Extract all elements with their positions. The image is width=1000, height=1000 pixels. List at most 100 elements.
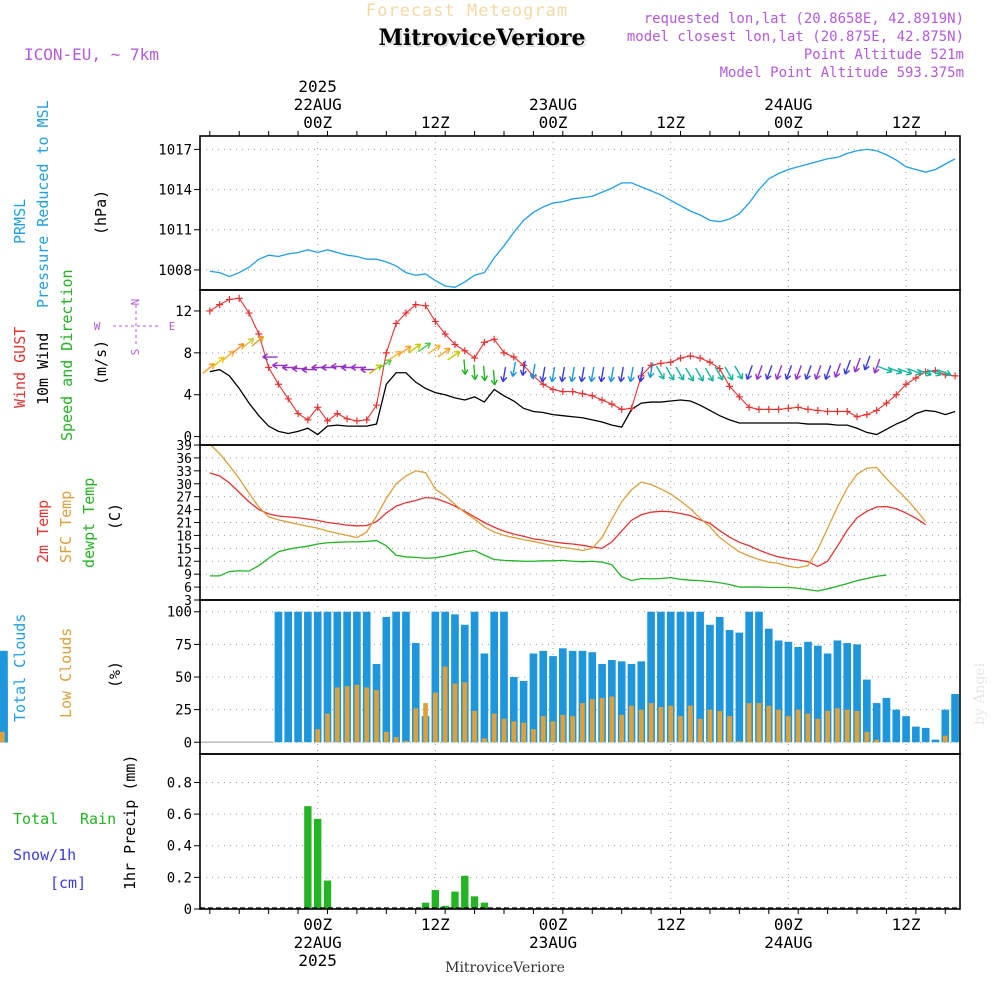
- total-cloud-bar: [627, 663, 636, 743]
- wind-gust-marker: [441, 330, 449, 338]
- total-cloud-bar: [313, 611, 322, 743]
- low-cloud-bar: [756, 703, 762, 743]
- wind-arrow-shape: [222, 350, 235, 362]
- wind-arrow-shape: [231, 343, 245, 354]
- total-cloud-bar: [568, 650, 577, 743]
- total-cloud-bar: [872, 703, 881, 743]
- y-tick-label: 0.8: [167, 775, 192, 791]
- low-cloud-bar: [589, 699, 595, 743]
- low-cloud-bar: [462, 682, 468, 743]
- total-cloud-bar: [529, 653, 538, 743]
- low-cloud-bar: [0, 731, 5, 743]
- total-cloud-bar: [0, 658, 8, 743]
- wind-gust-marker: [294, 410, 302, 418]
- low-cloud-bar: [737, 740, 742, 743]
- wind-direction-arrow: [598, 366, 606, 383]
- low-cloud-bar: [815, 718, 821, 743]
- wind-arrow-shape: [755, 365, 763, 380]
- total-cloud-bar: [902, 716, 910, 743]
- top-time-label: 12Z: [892, 113, 921, 132]
- y-tick-label: 0.4: [167, 839, 192, 855]
- low-cloud-bar: [501, 718, 507, 743]
- wind-gust-marker: [451, 340, 459, 348]
- wind-direction-arrow: [853, 357, 861, 373]
- wind-direction-arrow: [665, 366, 675, 381]
- low-cloud-bar: [531, 729, 536, 743]
- total-cloud-bar: [647, 611, 655, 743]
- y-tick-label: 6: [184, 581, 192, 596]
- wind-arrow-shape: [704, 367, 714, 382]
- total-cloud-bar: [500, 611, 508, 743]
- low-cloud-bar: [668, 705, 674, 743]
- total-cloud-bar: [470, 611, 479, 743]
- wind-direction-arrow: [529, 363, 537, 380]
- pressure-unit: (hPa): [92, 190, 110, 235]
- wind-direction-arrow: [461, 359, 469, 375]
- low-cloud-bar: [393, 737, 399, 743]
- rain-bar: [480, 902, 489, 909]
- low-cloud-bar: [766, 705, 772, 743]
- wind-arrow-shape: [500, 366, 508, 383]
- clouds-unit: (%): [106, 661, 124, 688]
- y-tick-label: 1017: [158, 142, 192, 158]
- top-time-label: 23AUG: [529, 95, 577, 114]
- y-tick-label: 8: [184, 346, 192, 362]
- location-title: MitroviceVeriore: [381, 27, 588, 53]
- low-cloud-bar: [521, 722, 526, 743]
- wind-direction-arrow: [360, 365, 376, 374]
- wind-arrow-shape: [490, 369, 498, 386]
- wind-gust-marker: [804, 405, 812, 413]
- total-cloud-bar: [362, 611, 371, 743]
- plot-layer: 1008101110141017048123691215182124273033…: [0, 77, 961, 970]
- wind-gust-marker: [794, 403, 802, 411]
- total-cloud-bar: [833, 640, 842, 743]
- top-time-label: 2025: [298, 77, 337, 96]
- wind-direction-arrow: [549, 366, 557, 383]
- wind-arrow-shape: [804, 365, 812, 380]
- wind-arrow-shape: [926, 369, 942, 377]
- wind-direction-arrow: [647, 362, 655, 379]
- wind-arrow-shape: [647, 362, 655, 379]
- wind-arrow-shape: [480, 365, 489, 382]
- wind-gust-marker: [314, 403, 322, 411]
- wind-direction-arrow: [578, 366, 586, 383]
- total-cloud-bar: [892, 709, 901, 743]
- low-cloud-bar: [746, 703, 752, 743]
- wind-direction-arrow: [774, 365, 783, 380]
- temp-2m-label: 2m Temp: [34, 500, 52, 563]
- wind-direction-arrow: [490, 369, 498, 386]
- wind-gust-line: [209, 297, 956, 422]
- wind-gust-marker: [471, 354, 479, 362]
- wind-direction-arrow: [262, 353, 278, 361]
- total-cloud-bar: [559, 648, 567, 743]
- low-cloud-bar: [560, 714, 566, 743]
- wind-arrow-shape: [685, 367, 695, 382]
- low-cloud-bar: [854, 710, 860, 743]
- rain-bar: [314, 818, 322, 909]
- low-cloud-bar: [658, 707, 664, 743]
- wind-direction-arrow: [417, 342, 432, 353]
- wind-arrow-shape: [734, 365, 744, 380]
- wind-arrow-shape: [637, 366, 645, 383]
- wind-direction-arrow: [608, 366, 616, 383]
- model-label: ICON-EU, ~ 7km: [24, 45, 159, 64]
- bottom-time-label: 2025: [298, 951, 337, 970]
- wind-direction-arrow: [823, 365, 832, 380]
- wind-arrow-shape: [447, 350, 461, 361]
- wind-arrow-shape: [627, 366, 635, 383]
- low-clouds-label: Low Clouds: [57, 628, 75, 718]
- total-cloud-bar: [843, 643, 852, 743]
- wind-arrow-shape: [241, 337, 255, 349]
- wind-direction-arrow: [764, 365, 773, 380]
- wind-arrow-shape: [407, 343, 422, 354]
- total-cloud-bar: [931, 739, 940, 743]
- wind-unit: (m/s): [92, 340, 110, 385]
- rain-bar: [304, 806, 312, 909]
- low-cloud-bar: [687, 705, 693, 743]
- temp-unit: (C): [106, 503, 124, 530]
- low-cloud-bar: [805, 713, 811, 743]
- wind-direction-arrow: [202, 362, 216, 374]
- wind-gust-marker: [863, 411, 871, 419]
- total-cloud-bar: [774, 640, 783, 743]
- wind-gust-marker: [892, 391, 900, 399]
